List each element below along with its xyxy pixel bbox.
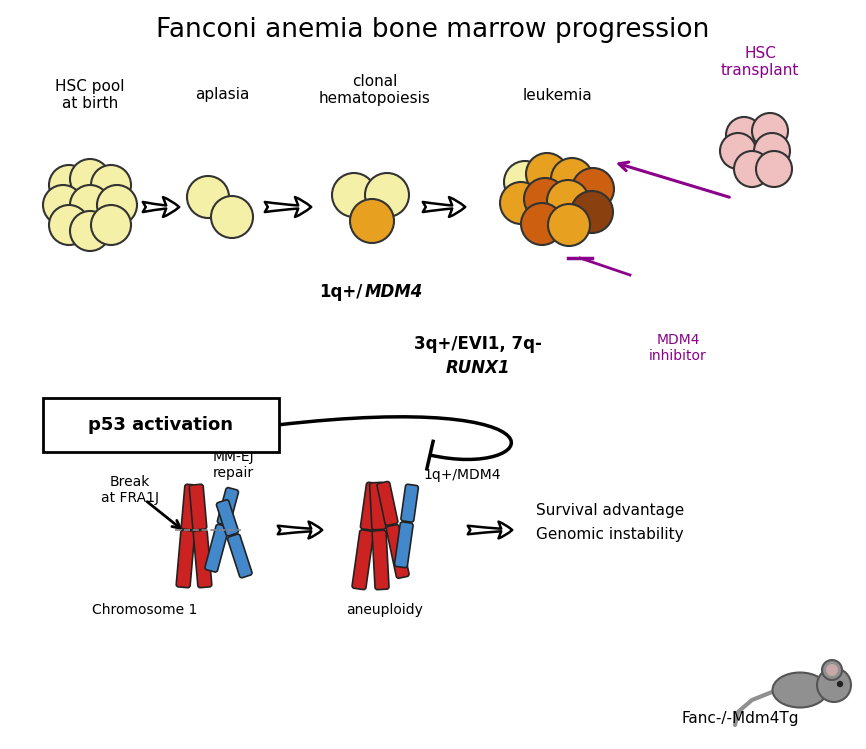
- Text: HSC
transplant: HSC transplant: [721, 46, 799, 78]
- FancyBboxPatch shape: [228, 534, 252, 577]
- FancyBboxPatch shape: [401, 485, 418, 522]
- Text: Fanc-/-Mdm4Tg: Fanc-/-Mdm4Tg: [682, 711, 798, 726]
- Text: 1q+/: 1q+/: [320, 283, 363, 301]
- Circle shape: [548, 204, 590, 246]
- Circle shape: [756, 151, 792, 187]
- FancyBboxPatch shape: [193, 530, 212, 588]
- FancyBboxPatch shape: [372, 530, 389, 589]
- FancyBboxPatch shape: [217, 488, 238, 526]
- Circle shape: [332, 173, 376, 217]
- Circle shape: [97, 185, 137, 225]
- Circle shape: [571, 191, 613, 233]
- Circle shape: [365, 173, 409, 217]
- Text: Genomic instability: Genomic instability: [536, 527, 684, 542]
- FancyBboxPatch shape: [190, 485, 207, 530]
- Text: Fanconi anemia bone marrow progression: Fanconi anemia bone marrow progression: [156, 17, 710, 43]
- Text: aneuploidy: aneuploidy: [346, 603, 423, 617]
- Circle shape: [817, 668, 851, 702]
- Circle shape: [734, 151, 770, 187]
- Circle shape: [91, 205, 131, 245]
- FancyBboxPatch shape: [181, 485, 198, 530]
- Circle shape: [547, 180, 589, 222]
- FancyBboxPatch shape: [377, 482, 397, 526]
- Text: clonal
hematopoiesis: clonal hematopoiesis: [319, 74, 431, 106]
- FancyBboxPatch shape: [43, 398, 279, 452]
- Text: MDM4: MDM4: [365, 283, 423, 301]
- Circle shape: [49, 165, 89, 205]
- Text: MDM4
inhibitor: MDM4 inhibitor: [650, 333, 707, 363]
- Circle shape: [70, 185, 110, 225]
- Circle shape: [551, 158, 593, 200]
- Text: aplasia: aplasia: [195, 88, 249, 103]
- Circle shape: [572, 168, 614, 210]
- Circle shape: [754, 133, 790, 169]
- Circle shape: [70, 159, 110, 199]
- Circle shape: [504, 161, 546, 203]
- Text: 3q+/EVI1, 7q-: 3q+/EVI1, 7q-: [414, 335, 542, 353]
- FancyBboxPatch shape: [176, 530, 195, 588]
- Text: p53 activation: p53 activation: [88, 416, 234, 434]
- FancyBboxPatch shape: [360, 482, 380, 530]
- Circle shape: [726, 117, 762, 153]
- Circle shape: [91, 165, 131, 205]
- Circle shape: [187, 176, 229, 218]
- FancyBboxPatch shape: [205, 524, 229, 572]
- FancyBboxPatch shape: [352, 530, 373, 589]
- Text: leukemia: leukemia: [523, 88, 593, 103]
- Text: 1q+/MDM4: 1q+/MDM4: [423, 468, 501, 482]
- Text: RUNX1: RUNX1: [446, 359, 510, 377]
- FancyBboxPatch shape: [395, 522, 413, 568]
- Circle shape: [211, 196, 253, 238]
- Circle shape: [70, 211, 110, 251]
- Circle shape: [720, 133, 756, 169]
- FancyBboxPatch shape: [386, 524, 409, 578]
- Text: HSC pool
at birth: HSC pool at birth: [55, 79, 125, 111]
- Text: Break
at FRA1J: Break at FRA1J: [101, 475, 159, 505]
- Circle shape: [43, 185, 83, 225]
- Circle shape: [524, 178, 566, 220]
- Circle shape: [49, 205, 89, 245]
- FancyBboxPatch shape: [216, 500, 238, 536]
- Text: Chromosome 1: Chromosome 1: [93, 603, 197, 617]
- Circle shape: [521, 203, 563, 245]
- Text: MM-EJ
repair: MM-EJ repair: [212, 450, 254, 480]
- Circle shape: [752, 113, 788, 149]
- Circle shape: [822, 660, 842, 680]
- Circle shape: [526, 153, 568, 195]
- Circle shape: [350, 199, 394, 243]
- Circle shape: [837, 682, 843, 687]
- FancyBboxPatch shape: [370, 482, 386, 530]
- Ellipse shape: [772, 673, 828, 708]
- Text: Survival advantage: Survival advantage: [536, 503, 684, 518]
- Circle shape: [826, 664, 838, 676]
- Circle shape: [500, 182, 542, 224]
